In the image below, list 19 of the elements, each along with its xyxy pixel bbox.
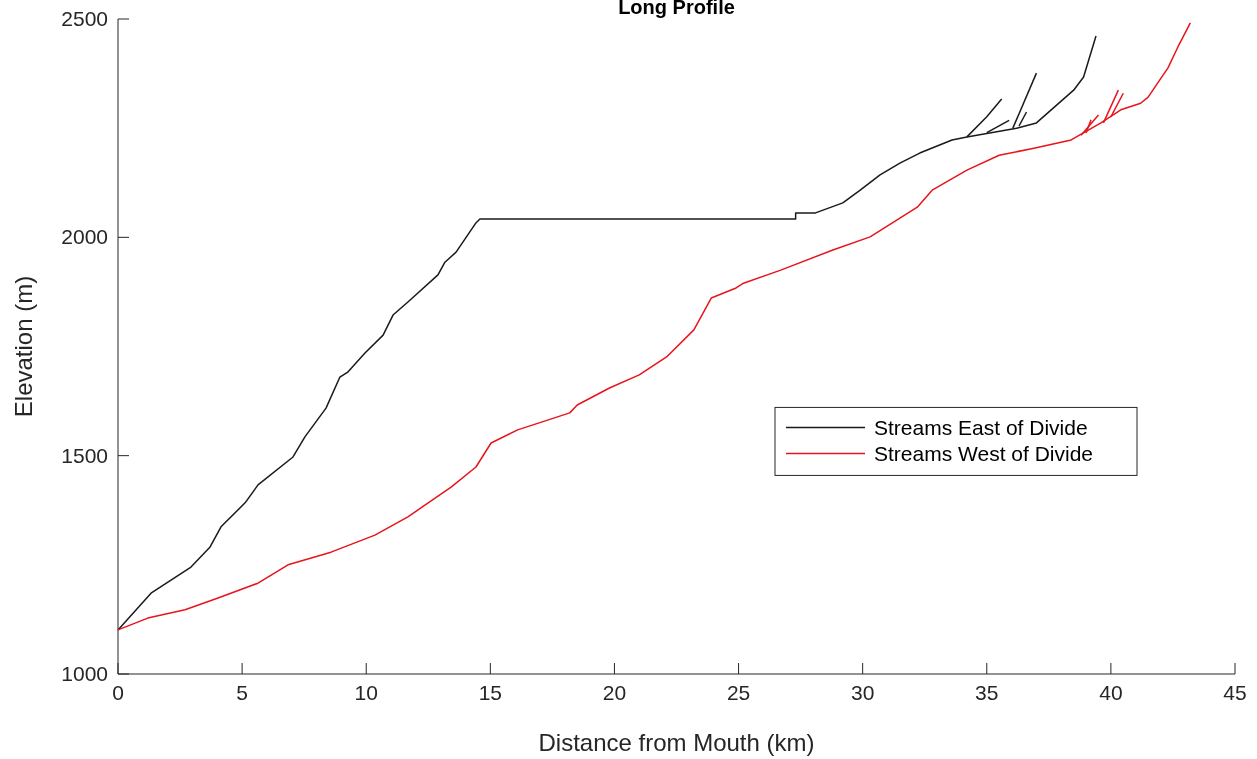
x-tick-label: 0: [112, 681, 124, 704]
y-axis-title: Elevation (m): [10, 275, 37, 418]
x-tick-label: 45: [1223, 681, 1247, 704]
x-tick-label: 15: [478, 681, 503, 704]
x-tick-label: 20: [602, 681, 627, 704]
y-tick-label: 2500: [61, 7, 108, 30]
chart-title: Long Profile: [618, 0, 735, 18]
x-axis-title: Distance from Mouth (km): [538, 729, 815, 756]
x-tick-label: 10: [354, 681, 378, 704]
x-tick-label: 5: [236, 681, 248, 704]
x-tick-label: 25: [726, 681, 751, 704]
x-tick-label: 40: [1099, 681, 1123, 704]
y-tick-label: 1000: [61, 662, 108, 685]
legend-label: Streams East of Divide: [874, 416, 1088, 440]
x-tick-label: 35: [975, 681, 999, 704]
y-tick-label: 1500: [61, 443, 108, 467]
legend-label: Streams West of Divide: [874, 442, 1094, 466]
y-tick-label: 2000: [61, 225, 108, 249]
x-tick-label: 30: [850, 681, 875, 704]
